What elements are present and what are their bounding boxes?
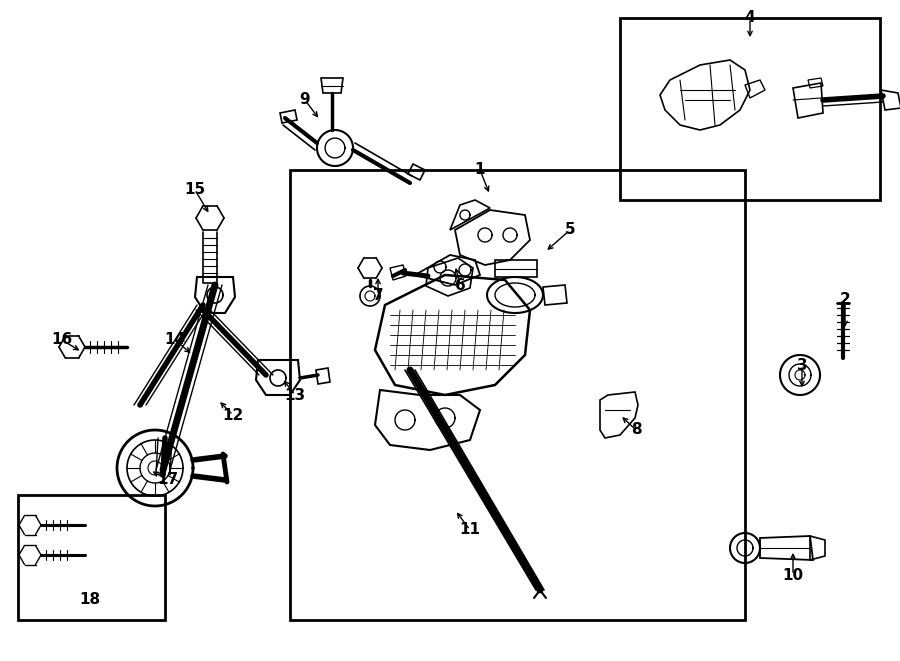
Bar <box>290 170 745 620</box>
Text: 6: 6 <box>454 278 465 293</box>
Text: 2: 2 <box>840 293 850 307</box>
Text: 14: 14 <box>165 332 185 348</box>
Text: 3: 3 <box>796 358 807 373</box>
Text: 18: 18 <box>79 592 101 607</box>
Text: 10: 10 <box>782 568 804 582</box>
Text: 16: 16 <box>51 332 73 348</box>
Text: 1: 1 <box>475 163 485 178</box>
Text: 8: 8 <box>631 422 642 438</box>
Text: 7: 7 <box>373 288 383 303</box>
Bar <box>620 18 880 200</box>
Text: 4: 4 <box>744 11 755 26</box>
Text: 9: 9 <box>300 93 310 108</box>
Text: 15: 15 <box>184 182 205 198</box>
Text: 12: 12 <box>222 407 244 422</box>
Bar <box>18 495 165 620</box>
Text: 13: 13 <box>284 387 306 403</box>
Text: 5: 5 <box>564 223 575 237</box>
Text: 17: 17 <box>158 473 178 488</box>
Text: 11: 11 <box>460 522 481 537</box>
